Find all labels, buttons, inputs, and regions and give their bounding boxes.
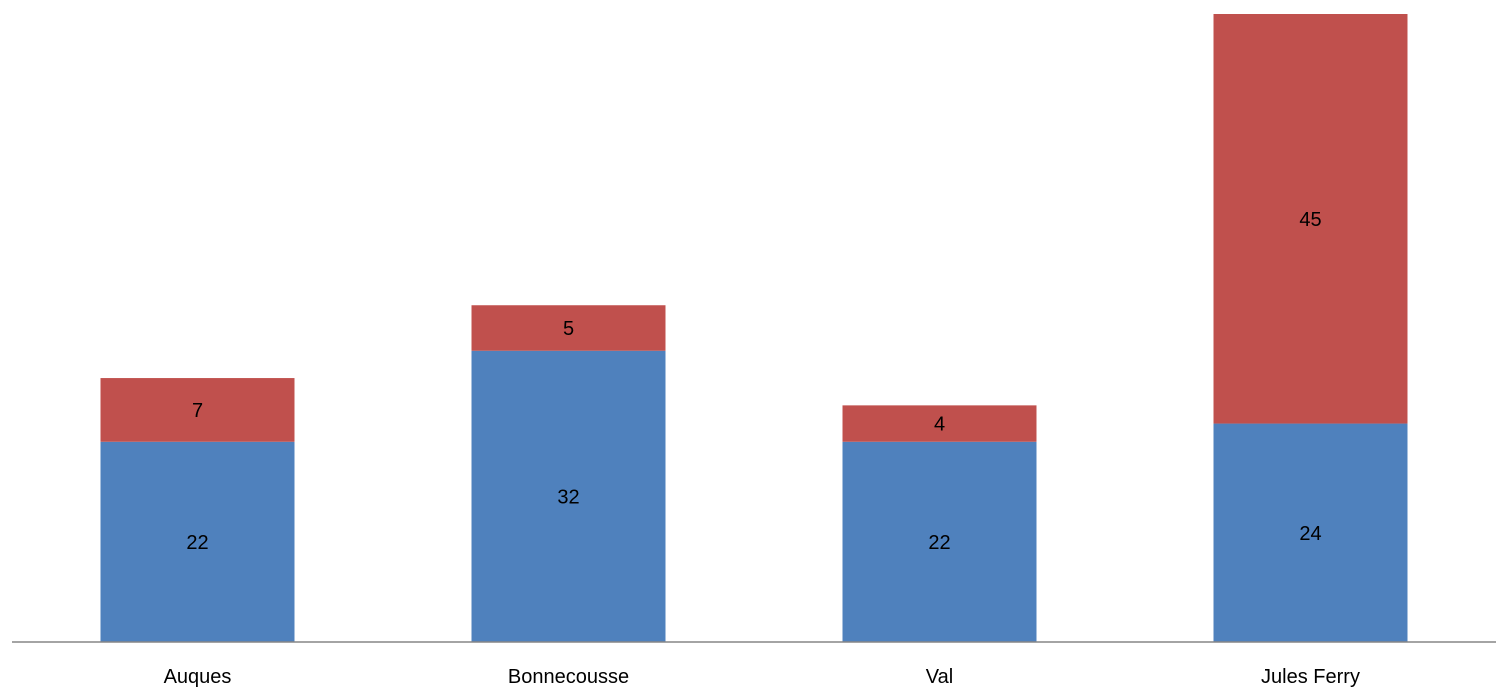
data-label-auques-series-1: 22	[186, 532, 208, 554]
x-tick-label-jules-ferry: Jules Ferry	[1261, 666, 1360, 688]
bar-val-series-1	[842, 441, 1037, 642]
bar-val-series-2	[842, 405, 1037, 442]
data-label-group: 22 7 32 5 22 4 24 45	[186, 209, 1321, 554]
bar-jules-ferry-series-2	[1213, 14, 1408, 424]
data-label-jules-ferry-series-2: 45	[1299, 209, 1321, 231]
data-label-bonnecousse-series-1: 32	[557, 486, 579, 508]
x-tick-label-bonnecousse: Bonnecousse	[508, 666, 629, 688]
bar-series-group	[100, 14, 1408, 642]
bar-bonnecousse-series-1	[471, 350, 666, 642]
x-tick-label-group: Auques Bonnecousse Val Jules Ferry	[164, 666, 1360, 688]
bar-bonnecousse-series-2	[471, 305, 666, 351]
data-label-auques-series-2: 7	[192, 400, 203, 422]
x-tick-label-val: Val	[926, 666, 953, 688]
bar-auques-series-1	[100, 441, 295, 642]
x-tick-label-auques: Auques	[164, 666, 232, 688]
data-label-jules-ferry-series-1: 24	[1299, 523, 1321, 545]
data-label-bonnecousse-series-2: 5	[563, 318, 574, 340]
data-label-val-series-1: 22	[928, 532, 950, 554]
bar-auques-series-2	[100, 378, 295, 442]
data-label-val-series-2: 4	[934, 414, 945, 436]
bar-jules-ferry-series-1	[1213, 423, 1408, 642]
